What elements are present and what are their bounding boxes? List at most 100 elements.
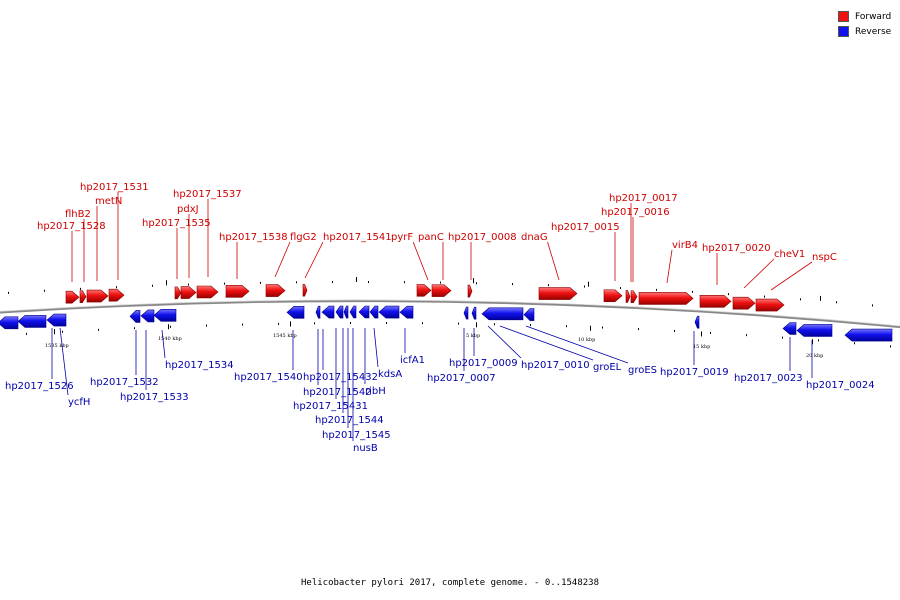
kbp-label: 10 kbp: [578, 337, 595, 343]
tick-top: [332, 281, 333, 284]
major-tick-top: [588, 281, 589, 287]
forward-gene-0: [65, 290, 80, 304]
reverse-gene-label: ribH: [365, 386, 386, 397]
tick-bottom: [674, 329, 675, 332]
legend-item-reverse: Reverse: [838, 24, 891, 39]
reverse-gene-11: [349, 305, 357, 319]
forward-gene-label: nspC: [812, 252, 837, 263]
forward-gene-8: [265, 284, 286, 297]
kbp-ruler-labels: 1535 kbp 1540 kbp 1545 kbp 5 kbp 10 kbp 15 kb…: [45, 333, 823, 359]
reverse-gene-21: [782, 322, 797, 335]
reverse-gene-7: [315, 305, 321, 319]
forward-leader-line: [412, 241, 429, 281]
major-tick-bottom: [701, 331, 702, 337]
tick-bottom: [710, 331, 711, 334]
major-tick-bottom: [590, 325, 591, 331]
tick-top: [260, 281, 261, 284]
genome-backbone-highlight: [0, 299, 900, 327]
reverse-gene-12: [358, 305, 370, 319]
tick-top: [512, 283, 513, 286]
reverse-gene-label: hp2017_0009: [449, 358, 518, 369]
reverse-gene-label: hp2017_1544: [315, 415, 384, 426]
reverse-gene-4: [140, 309, 155, 323]
tick-top: [224, 282, 225, 285]
forward-gene-3: [108, 288, 125, 302]
reverse-gene-17: [471, 306, 477, 320]
major-tick-bottom: [54, 329, 55, 335]
major-tick-bottom: [290, 321, 291, 327]
forward-gene-label: dnaG: [521, 232, 548, 243]
reverse-gene-15: [399, 305, 414, 319]
forward-leader-line: [304, 241, 324, 279]
forward-gene-label: hp2017_0020: [702, 243, 771, 254]
tick-bottom: [854, 342, 855, 345]
reverse-gene-8: [321, 305, 335, 319]
forward-gene-label: virB4: [672, 240, 698, 251]
tick-top: [152, 284, 153, 287]
tick-top: [584, 285, 585, 288]
reverse-gene-label: hp2017_1545: [322, 430, 391, 441]
forward-gene-label: hp2017_1531: [80, 182, 149, 193]
reverse-gene-label: hp2017_1532: [90, 377, 159, 388]
forward-gene-12: [467, 284, 473, 298]
forward-gene-16: [630, 290, 638, 304]
reverse-gene-label: groEL: [593, 362, 622, 373]
forward-gene-11: [431, 284, 452, 297]
forward-leader-line: [274, 241, 291, 278]
forward-gene-14: [603, 289, 623, 303]
tick-top: [404, 281, 405, 284]
forward-gene-label: metN: [95, 196, 122, 207]
reverse-gene-6: [286, 306, 305, 319]
forward-gene-label: hp2017_1537: [173, 189, 242, 200]
reverse-gene-20: [694, 315, 700, 329]
reverse-gene-label: hp2017_15431: [293, 401, 368, 412]
forward-gene-18: [699, 295, 732, 308]
reverse-gene-label: hp2017_0023: [734, 373, 803, 384]
reverse-gene-label: hp2017_1526: [5, 381, 74, 392]
tick-bottom: [26, 332, 27, 335]
forward-gene-17: [638, 292, 694, 305]
reverse-gene-label: hp2017_15432: [303, 372, 378, 383]
reverse-gene-label: hp2017_0007: [427, 373, 496, 384]
forward-leader-line: [547, 241, 560, 281]
tick-bottom: [278, 322, 279, 325]
tick-top: [188, 283, 189, 286]
reverse-gene-14: [378, 305, 400, 319]
forward-gene-label: hp2017_0015: [551, 222, 620, 233]
forward-leader-line: [666, 249, 673, 284]
tick-top: [296, 281, 297, 284]
figure-caption: Helicobacter pylori 2017, complete genom…: [300, 578, 599, 588]
major-tick-top: [356, 277, 357, 283]
reverse-leader-line: [161, 329, 166, 359]
genome-backbone: [0, 299, 900, 329]
reverse-leader-line: [499, 325, 594, 361]
kbp-label: 1540 kbp: [158, 336, 182, 342]
forward-gene-4: [174, 286, 182, 300]
reverse-gene-19: [523, 308, 535, 321]
tick-top: [476, 282, 477, 285]
forward-gene-13: [538, 287, 578, 300]
reverse-leader-line: [487, 325, 522, 359]
tick-top: [368, 281, 369, 284]
forward-leader-line: [743, 258, 775, 289]
reverse-gene-1: [17, 315, 47, 328]
kbp-label: 5 kbp: [466, 333, 480, 339]
forward-gene-label: hp2017_1541: [323, 232, 392, 243]
tick-bottom: [890, 345, 891, 348]
forward-gene-20: [755, 298, 785, 312]
reverse-gene-label: icfA1: [400, 355, 425, 366]
legend-label-forward: Forward: [855, 11, 892, 22]
legend-item-forward: Forward: [838, 9, 891, 24]
reverse-gene-label: hp2017_1533: [120, 392, 189, 403]
tick-marks: [8, 277, 891, 348]
legend: Forward Reverse: [838, 9, 891, 39]
major-tick-top: [166, 280, 167, 286]
tick-top: [116, 286, 117, 289]
tick-bottom: [206, 324, 207, 327]
tick-bottom: [602, 326, 603, 329]
forward-gene-label: hp2017_1538: [219, 232, 288, 243]
reverse-gene-13: [369, 305, 379, 319]
forward-gene-label: flgG2: [290, 232, 317, 243]
reverse-gene-label: kdsA: [378, 369, 402, 380]
major-tick-top: [473, 278, 474, 284]
